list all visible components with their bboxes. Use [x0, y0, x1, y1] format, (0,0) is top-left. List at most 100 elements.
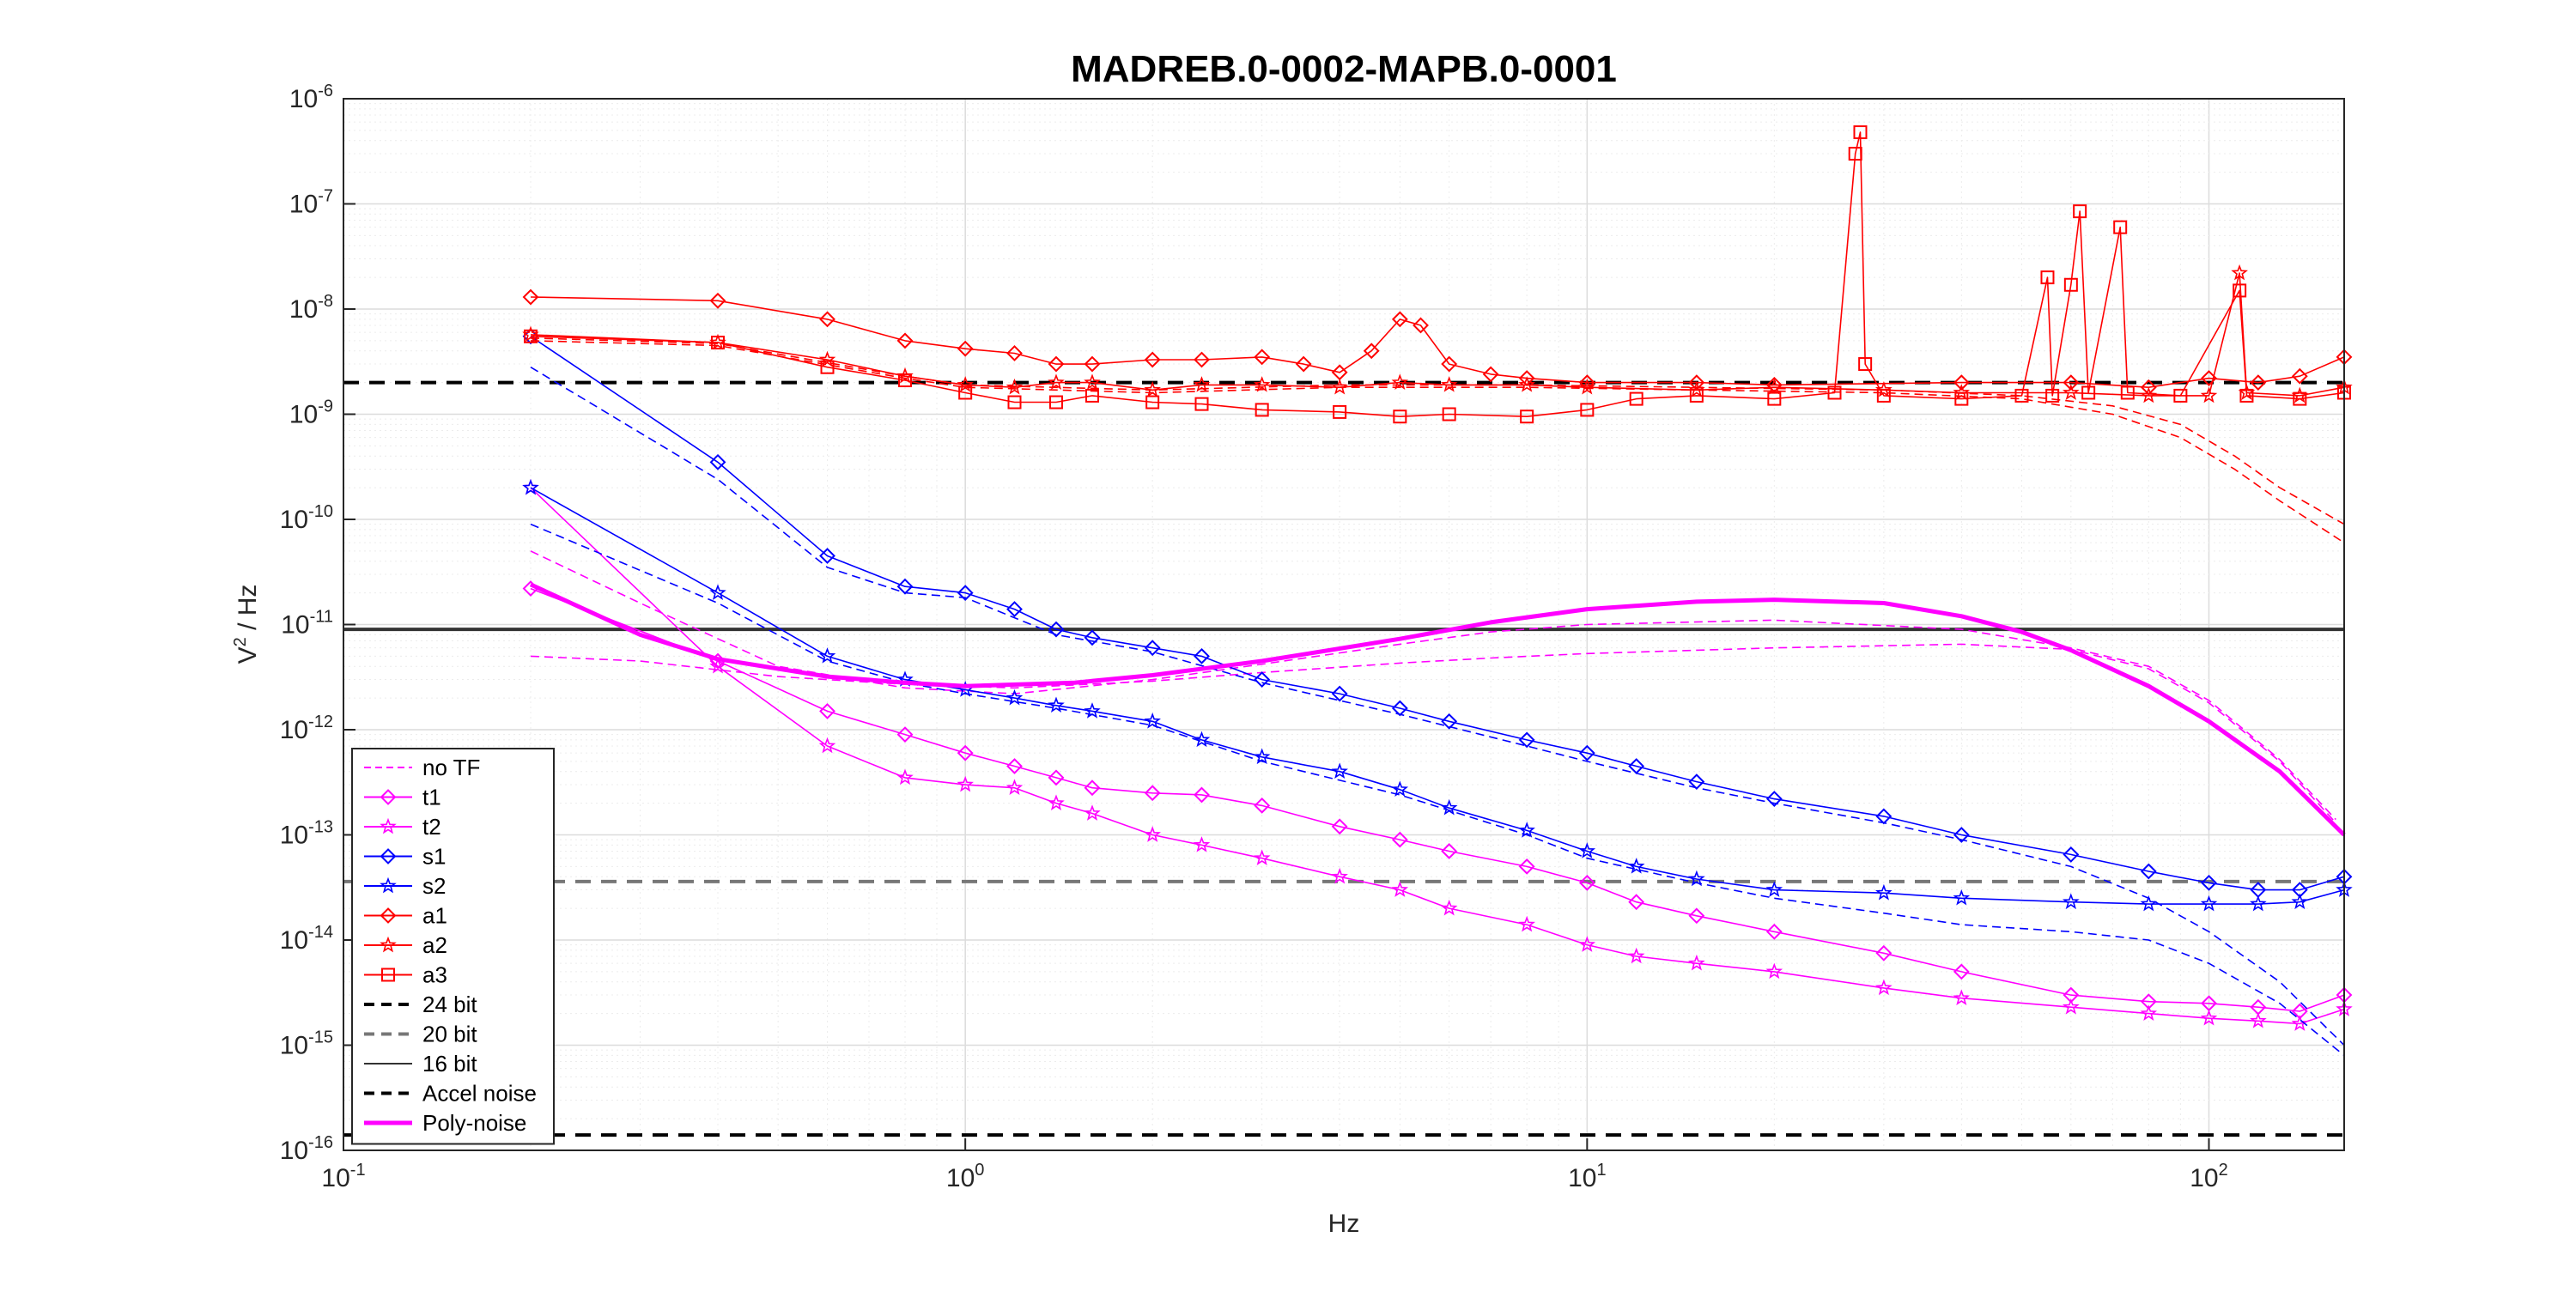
y-tick-label-exp: -11 [310, 608, 333, 627]
y-tick-label: 10-6 [289, 82, 333, 113]
star-marker [1765, 881, 1783, 897]
square-marker [1255, 403, 1269, 417]
star-marker [1518, 915, 1535, 932]
diamond-marker [1578, 374, 1595, 391]
diamond-marker [819, 548, 835, 564]
diamond-marker [1295, 355, 1312, 373]
star-marker [1765, 962, 1783, 980]
diamond-marker [380, 789, 397, 805]
square-marker [381, 967, 395, 982]
star-marker [1687, 870, 1705, 887]
y-tick-label-base: 10 [281, 611, 309, 640]
y-tick-label: 10-7 [289, 187, 333, 219]
star-marker [1005, 779, 1024, 796]
legend-item: a1 [364, 903, 447, 929]
chart-title: MADREB.0-0002-MAPB.0-0001 [1071, 48, 1617, 90]
square-marker [2073, 204, 2087, 219]
y-tick-label: 10-16 [280, 1133, 333, 1165]
square-marker [1194, 397, 1209, 411]
star-marker [380, 876, 397, 894]
star-marker [1391, 881, 1409, 897]
star-marker [2062, 384, 2080, 400]
diamond-marker [1688, 773, 1705, 791]
series-line [530, 296, 2345, 388]
diamond-marker [1144, 351, 1161, 368]
y-tick-label-exp: -7 [318, 187, 333, 206]
series-line [530, 587, 2345, 1012]
square-marker [523, 329, 538, 343]
diamond-marker [1194, 786, 1210, 804]
diamond-marker [1413, 317, 1429, 334]
square-marker [1333, 404, 1347, 419]
diamond-marker [896, 726, 914, 743]
diamond-marker [1194, 647, 1210, 664]
star-marker [1953, 889, 1971, 906]
square-marker [1007, 395, 1022, 409]
star-marker [1578, 936, 1596, 952]
diamond-marker [1441, 355, 1458, 373]
diamond-marker [1048, 355, 1065, 373]
x-tick-label: 102 [2190, 1161, 2228, 1192]
star-marker [1875, 979, 1893, 996]
legend-label: s2 [422, 873, 446, 899]
legend-item: 20 bit [364, 1022, 477, 1047]
square-marker [1048, 395, 1063, 409]
star-marker [2200, 386, 2218, 403]
diamond-marker [1048, 769, 1065, 786]
legend-label: a2 [422, 932, 447, 958]
y-axis-label-rest: / Hz [234, 585, 262, 638]
star-marker [1578, 842, 1596, 858]
diamond-marker [1254, 349, 1271, 366]
star-marker [1518, 822, 1535, 838]
diamond-marker [1254, 797, 1271, 814]
y-tick-label-exp: -10 [308, 502, 333, 521]
series-t2 [522, 478, 2353, 1031]
star-marker [2140, 1004, 2158, 1021]
square-marker [1393, 409, 1407, 424]
legend-item: t2 [364, 814, 441, 840]
star-marker [1084, 373, 1101, 390]
star-marker [1193, 836, 1211, 852]
square-marker [1876, 388, 1891, 403]
y-tick-label-exp: -12 [308, 713, 333, 731]
y-tick-label: 10-8 [289, 292, 333, 324]
square-marker [1442, 407, 1456, 422]
diamond-marker [1518, 858, 1535, 875]
star-marker [709, 657, 726, 674]
series-a3 [523, 125, 2351, 424]
diamond-marker [1331, 685, 1348, 702]
x-tick-label-base: 10 [321, 1164, 349, 1192]
x-tick-label: 101 [1568, 1161, 1607, 1192]
diamond-marker [957, 585, 974, 602]
legend-item: no TF [364, 755, 480, 780]
series-s2 [522, 478, 2353, 912]
series-line [530, 487, 2345, 905]
diamond-marker [1441, 713, 1458, 730]
diamond-marker [1084, 779, 1101, 797]
diamond-marker [1194, 351, 1210, 368]
diamond-marker [1084, 355, 1101, 373]
star-marker [2140, 895, 2158, 912]
diamond-marker [819, 311, 835, 328]
star-marker [1627, 947, 1645, 964]
star-marker [818, 737, 836, 754]
diamond-marker [1688, 907, 1705, 925]
y-tick-label-base: 10 [280, 1032, 308, 1060]
y-tick-label: 10-11 [281, 608, 333, 640]
x-tick-label-exp: 2 [2219, 1161, 2228, 1180]
star-marker [709, 584, 726, 600]
star-marker [1253, 849, 1271, 865]
diamond-marker [1765, 376, 1783, 393]
square-marker [1145, 395, 1160, 409]
diamond-marker [1765, 791, 1783, 807]
y-tick-label-base: 10 [280, 822, 308, 850]
y-tick-label-exp: -9 [318, 397, 333, 416]
x-tick-label-exp: 1 [1596, 1161, 1606, 1180]
square-marker [1580, 403, 1595, 417]
series-line [530, 367, 2345, 1046]
legend-item: 24 bit [364, 992, 477, 1017]
diamond-marker [957, 340, 974, 357]
x-tick-label: 10-1 [321, 1161, 365, 1192]
legend-label: t1 [422, 785, 441, 810]
y-tick-label-exp: -6 [318, 82, 333, 100]
